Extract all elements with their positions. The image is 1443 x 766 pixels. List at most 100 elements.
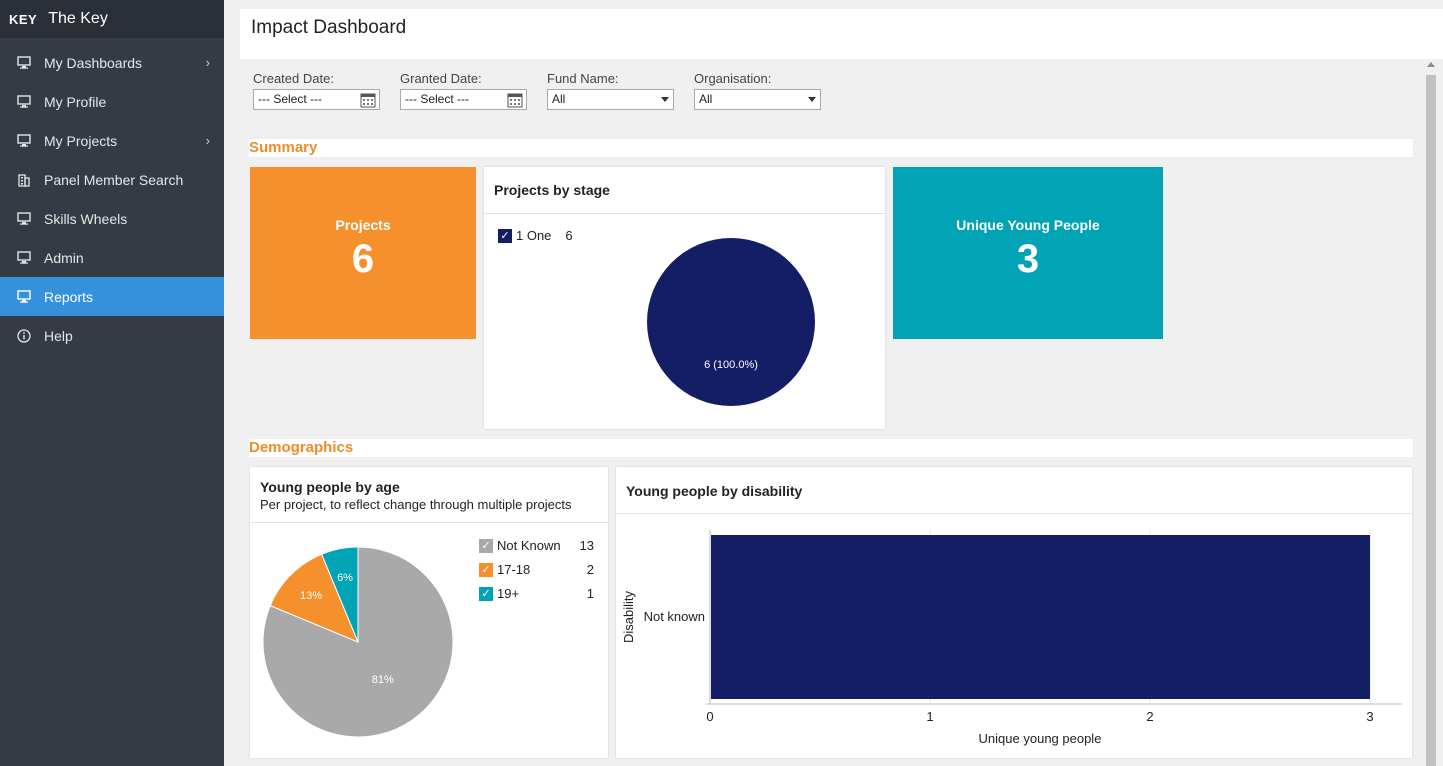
- legend-item-19-[interactable]: ✓ 19+ 1: [479, 586, 594, 601]
- legend-value: 1: [586, 586, 594, 601]
- page-header: Impact Dashboard: [240, 9, 1443, 59]
- organisation-select[interactable]: All: [694, 89, 821, 110]
- sidebar-item-label: Reports: [44, 288, 94, 305]
- app-logo: KEY: [9, 11, 38, 27]
- checkbox-checked-icon[interactable]: ✓: [498, 228, 512, 243]
- pie-slice-label: 6 (100.0%): [704, 359, 758, 371]
- legend-item-1-one[interactable]: ✓ 1 One 6: [498, 228, 573, 243]
- x-tick-label: 3: [1366, 709, 1373, 724]
- chevron-right-icon: ›: [205, 133, 210, 148]
- checkbox-checked-icon[interactable]: ✓: [479, 562, 493, 577]
- sidebar-item-label: Admin: [44, 249, 84, 266]
- disability-panel-title: Young people by disability: [626, 483, 803, 499]
- organisation-value: All: [699, 92, 713, 106]
- young-people-by-age-panel: Young people by age Per project, to refl…: [250, 467, 608, 758]
- scroll-up-arrow-icon[interactable]: [1427, 62, 1435, 67]
- sidebar-item-my-projects[interactable]: My Projects ›: [0, 121, 224, 160]
- granted-date-input[interactable]: --- Select ---: [400, 89, 527, 110]
- filter-fund-name: Fund Name: All: [547, 71, 674, 110]
- monitor-icon: [17, 95, 31, 109]
- x-tick-label: 1: [926, 709, 933, 724]
- filter-label: Granted Date:: [400, 71, 482, 86]
- scrollbar-thumb[interactable]: [1426, 75, 1436, 766]
- sidebar-nav: My Dashboards › My Profile My Projects › Pane…: [0, 43, 224, 355]
- pie-slice-17-18[interactable]: [269, 553, 359, 643]
- created-date-input[interactable]: --- Select ---: [253, 89, 380, 110]
- sidebar-item-label: My Dashboards: [44, 54, 143, 71]
- section-summary: Summary: [249, 139, 1413, 157]
- panel-divider: [250, 522, 608, 523]
- young-people-by-disability-panel: Young people by disability Not known 0 1 2 3…: [616, 467, 1412, 758]
- chevron-right-icon: ›: [205, 55, 210, 70]
- dropdown-arrow-icon: [808, 97, 816, 102]
- created-date-value: --- Select ---: [258, 92, 322, 106]
- stage-pie-chart: 6 (100.0%): [647, 238, 815, 406]
- sidebar-item-label: My Projects: [44, 132, 118, 149]
- unique-young-people-title: Unique Young People: [956, 217, 1100, 233]
- checkbox-checked-icon[interactable]: ✓: [479, 538, 493, 553]
- monitor-icon: [17, 56, 31, 70]
- info-icon: [17, 328, 31, 343]
- filter-label: Created Date:: [253, 71, 334, 86]
- app-name: The Key: [48, 10, 108, 27]
- sidebar-item-label: My Profile: [44, 93, 107, 110]
- calendar-icon[interactable]: [507, 92, 523, 108]
- page-title: Impact Dashboard: [251, 17, 407, 38]
- legend-item-not-known[interactable]: ✓ Not Known 13: [479, 538, 594, 553]
- sidebar-item-my-dashboards[interactable]: My Dashboards ›: [0, 43, 224, 82]
- sidebar-item-admin[interactable]: Admin: [0, 238, 224, 277]
- monitor-icon: [17, 212, 31, 226]
- sidebar-item-panel-member-search[interactable]: Panel Member Search: [0, 160, 224, 199]
- sidebar-item-skills-wheels[interactable]: Skills Wheels: [0, 199, 224, 238]
- projects-tile-title: Projects: [335, 217, 391, 233]
- pie-slice-19-[interactable]: [320, 546, 359, 643]
- filter-granted-date: Granted Date: --- Select ---: [400, 71, 527, 110]
- legend-value: 2: [586, 562, 594, 577]
- section-demographics: Demographics: [249, 439, 1413, 457]
- projects-by-stage-panel: Projects by stage ✓ 1 One 6 6 (100.0%): [484, 167, 885, 429]
- age-pie-chart: 81% 13% 6%: [262, 546, 454, 738]
- building-icon: [17, 173, 31, 187]
- main-content: Impact Dashboard: [240, 9, 1443, 766]
- x-axis-title: Unique young people: [979, 731, 1102, 746]
- projects-tile[interactable]: Projects 6: [250, 167, 476, 339]
- checkbox-checked-icon[interactable]: ✓: [479, 586, 493, 601]
- legend-label: 1 One: [516, 228, 552, 243]
- filter-organisation: Organisation: All: [694, 71, 821, 110]
- sidebar: KEY The Key My Dashboards › My Profile My P…: [0, 0, 224, 766]
- panel-divider: [616, 513, 1412, 514]
- monitor-icon: [17, 290, 31, 304]
- panel-divider: [484, 213, 885, 214]
- filter-created-date: Created Date: --- Select ---: [253, 71, 380, 110]
- sidebar-item-help[interactable]: Help: [0, 316, 224, 355]
- fund-name-select[interactable]: All: [547, 89, 674, 110]
- legend-label: Not Known: [497, 538, 561, 553]
- monitor-icon: [17, 251, 31, 265]
- calendar-icon[interactable]: [360, 92, 376, 108]
- unique-young-people-value: 3: [1016, 237, 1040, 281]
- age-panel-subtitle: Per project, to reflect change through m…: [260, 497, 572, 512]
- granted-date-value: --- Select ---: [405, 92, 469, 106]
- projects-by-stage-title: Projects by stage: [494, 182, 610, 198]
- legend-label: 17-18: [497, 562, 531, 577]
- monitor-icon: [17, 134, 31, 148]
- y-tick-label: Not known: [644, 609, 705, 624]
- sidebar-item-reports[interactable]: Reports: [0, 277, 224, 316]
- disability-bar-chart: Not known 0 1 2 3 Unique young people Disabili…: [621, 530, 1402, 746]
- filter-label: Organisation:: [694, 71, 772, 86]
- brand[interactable]: KEY The Key: [0, 0, 224, 38]
- x-tick-label: 0: [706, 709, 713, 724]
- pie-slice-1-one[interactable]: [647, 238, 815, 406]
- pie-slice-label: 13%: [300, 590, 322, 602]
- dropdown-arrow-icon: [661, 97, 669, 102]
- age-panel-title: Young people by age: [260, 479, 400, 495]
- x-tick-label: 2: [1146, 709, 1153, 724]
- bar-not-known[interactable]: [711, 535, 1370, 699]
- legend-value: 6: [565, 228, 573, 243]
- sidebar-item-label: Skills Wheels: [44, 210, 128, 227]
- sidebar-item-my-profile[interactable]: My Profile: [0, 82, 224, 121]
- fund-name-value: All: [552, 92, 566, 106]
- legend-item-17-18[interactable]: ✓ 17-18 2: [479, 562, 594, 577]
- legend-label: 19+: [497, 586, 520, 601]
- unique-young-people-tile[interactable]: Unique Young People 3: [893, 167, 1163, 339]
